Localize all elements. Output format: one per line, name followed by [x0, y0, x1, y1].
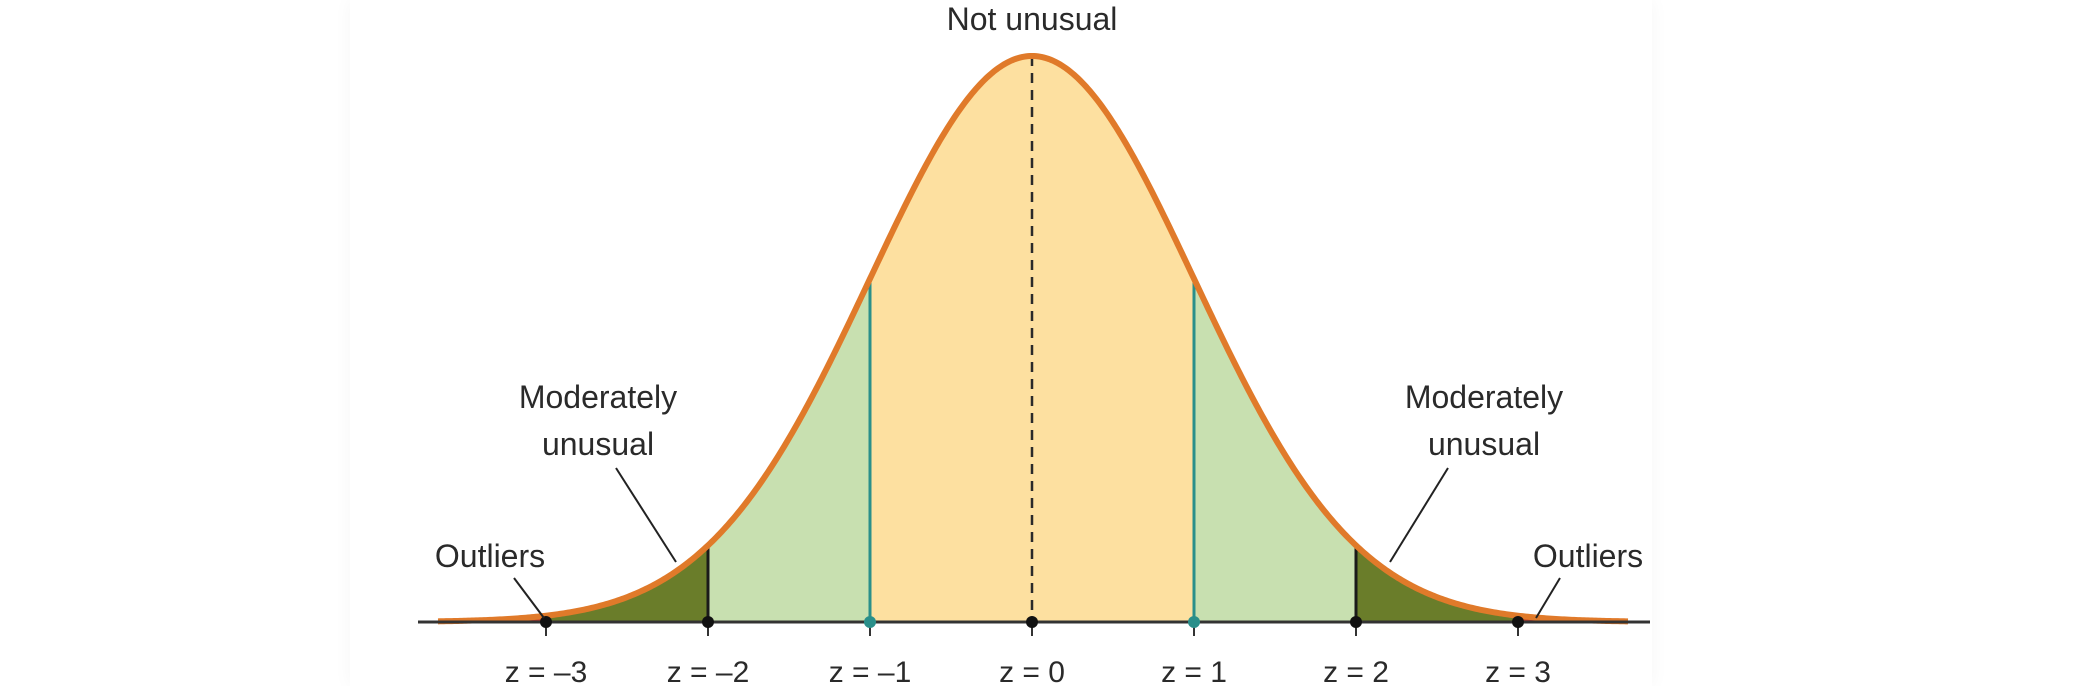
right-moderate-region — [1356, 545, 1518, 622]
right-outliers-label: Outliers — [1533, 538, 1643, 574]
axis-dot — [540, 616, 552, 628]
axis-dot — [1350, 616, 1362, 628]
tick-labels: z = –3 z = –2 z = –1 z = 0 z = 1 z = 2 z = 3 — [505, 656, 1551, 686]
axis-dot — [1188, 616, 1200, 628]
right-unusual-label: unusual — [1428, 426, 1540, 462]
boundary-lines — [706, 56, 1358, 622]
axis-dot — [1512, 616, 1524, 628]
left-unusual-label: unusual — [542, 426, 654, 462]
right-moderately-label: Moderately — [1405, 379, 1563, 415]
axis-dot — [1026, 616, 1038, 628]
tick-label: z = 3 — [1485, 656, 1551, 686]
tick-label: z = –3 — [505, 656, 588, 686]
right-outliers-pointer — [1535, 577, 1561, 619]
tick-label: z = 1 — [1161, 656, 1227, 686]
left-moderate-region — [546, 545, 708, 622]
tick-label: z = 0 — [999, 656, 1065, 686]
not-unusual-label: Not unusual — [947, 1, 1118, 37]
left-moderately-label: Moderately — [519, 379, 677, 415]
tick-label: z = –2 — [667, 656, 750, 686]
center-region — [870, 56, 1194, 622]
tick-label: z = 2 — [1323, 656, 1389, 686]
bell-curve — [437, 52, 1629, 625]
left-moderate-pointer — [615, 467, 677, 563]
tick-label: z = –1 — [829, 656, 912, 686]
axis-dot — [864, 616, 876, 628]
left-outliers-label: Outliers — [435, 538, 545, 574]
axis-dot — [702, 616, 714, 628]
right-moderate-pointer — [1389, 467, 1449, 563]
axis-dots — [540, 616, 1524, 636]
left-outliers-pointer — [513, 577, 545, 619]
